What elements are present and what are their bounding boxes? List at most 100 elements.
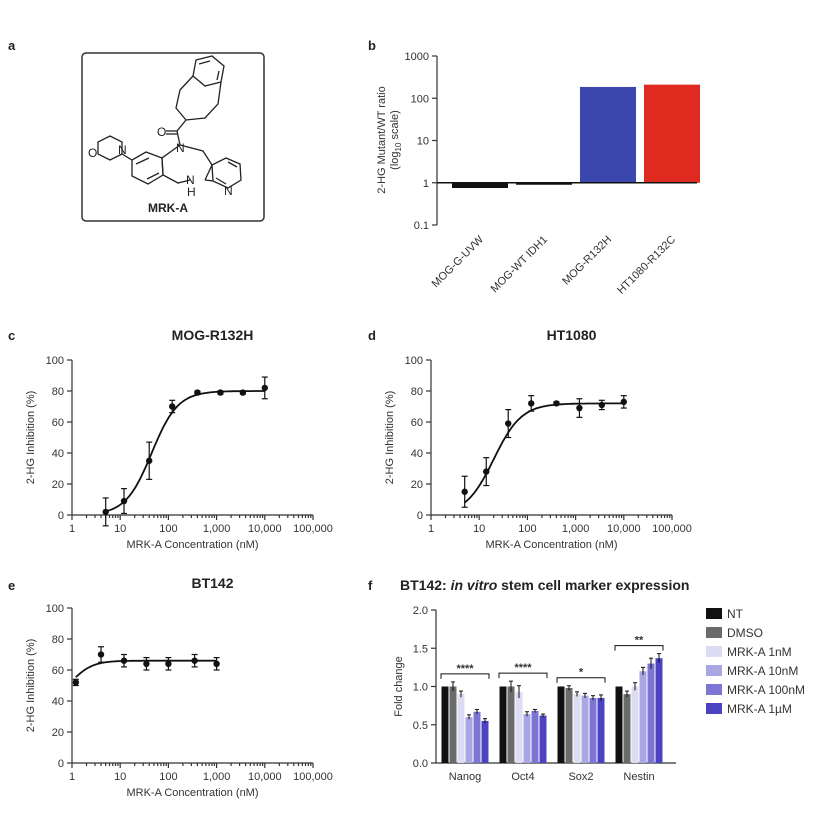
y-tick-label: 40	[411, 448, 423, 460]
y-axis-label-line2-pre: (log	[389, 151, 401, 169]
y-tick-label: 60	[52, 665, 64, 677]
bar	[452, 182, 508, 189]
data-point	[217, 389, 224, 396]
atom-O-morpholine: O	[88, 146, 97, 160]
y-axis-label-subscript: 10	[394, 142, 403, 151]
y-tick-label: 100	[46, 355, 64, 367]
y-axis-label: 2-HG Mutant/WT ratio(log10 scale)	[376, 86, 403, 193]
bar	[473, 711, 481, 763]
panel-label-b: b	[368, 38, 376, 53]
x-tick-label: 1,000	[562, 523, 590, 535]
y-tick-label: 0	[58, 510, 64, 522]
fit-curve	[105, 390, 265, 513]
atom-O-carbonyl: O	[157, 125, 166, 139]
chart-title-post: stem cell marker expression	[497, 577, 689, 593]
bar	[647, 663, 655, 763]
data-point	[191, 657, 198, 664]
y-axis-label-line2-post: scale)	[389, 110, 401, 142]
legend-swatch	[706, 627, 722, 638]
x-tick-label: 1,000	[203, 771, 231, 783]
y-axis-label: 2-HG Inhibition (%)	[384, 391, 396, 485]
x-tick-label: Nanog	[449, 771, 481, 783]
y-tick-label: 100	[411, 93, 429, 105]
data-point	[102, 508, 109, 516]
bar	[639, 671, 647, 763]
data-point	[505, 420, 512, 427]
chart-title: BT142: in vitro stem cell marker express…	[400, 577, 689, 593]
x-tick-label: MOG-WT IDH1	[489, 234, 550, 295]
x-tick-label: 10	[473, 523, 485, 535]
legend-swatch	[706, 646, 722, 657]
legend-swatch	[706, 665, 722, 676]
data-point	[483, 468, 490, 475]
y-tick-label: 40	[52, 448, 64, 460]
legend-label: NT	[727, 607, 744, 621]
bar	[481, 720, 489, 763]
data-point	[146, 457, 153, 464]
x-tick-label: 100,000	[293, 523, 333, 535]
significance-stars: ****	[456, 663, 474, 675]
bar	[523, 714, 531, 763]
y-tick-label: 60	[411, 417, 423, 429]
chart-c-dose-response: MOG-R132H 0 20 40 60 80 100 1 10 100 1,000 10,000 10…	[25, 327, 333, 551]
bar	[515, 691, 523, 763]
y-tick-label: 20	[52, 727, 64, 739]
x-tick-label: MOG-G-UVW	[430, 233, 487, 290]
x-tick-label: 100	[159, 771, 177, 783]
y-tick-label: 0.5	[413, 720, 428, 732]
panel-label-e: e	[8, 578, 15, 593]
chart-title: BT142	[191, 575, 233, 591]
data-point	[120, 657, 128, 664]
chart-b-bar-log: 0.1 1 10 100 1000 MOG-G-UVW MOG-WT IDH1 MOG-R13…	[376, 51, 700, 297]
legend-label: MRK-A 10nM	[727, 664, 798, 678]
data-point	[528, 400, 535, 407]
x-tick-label: HT1080-R132C	[615, 234, 678, 297]
data-point	[165, 660, 172, 667]
bar	[516, 182, 572, 185]
x-tick-label: 10	[114, 523, 126, 535]
data-point	[213, 660, 220, 667]
data-point	[97, 651, 105, 658]
bar	[441, 686, 449, 763]
bar	[581, 695, 589, 763]
significance-bracket	[440, 673, 490, 679]
y-tick-label: 0.1	[414, 220, 429, 232]
molecule-panel: O O N N N H N MRK-A	[81, 52, 265, 222]
x-tick-label: MOG-R132H	[560, 234, 614, 288]
bar	[507, 686, 515, 763]
bar	[449, 686, 457, 763]
data-point	[576, 404, 583, 412]
significance-bracket	[556, 677, 606, 683]
y-tick-label: 60	[52, 417, 64, 429]
atom-H-amine: H	[187, 185, 196, 199]
bar	[597, 697, 605, 763]
bar	[644, 84, 700, 183]
bar	[631, 686, 639, 763]
molecule-name: MRK-A	[148, 201, 188, 215]
bar	[573, 694, 581, 763]
bar	[457, 694, 465, 763]
data-point	[598, 401, 606, 409]
y-tick-label: 40	[52, 696, 64, 708]
significance-bracket	[498, 672, 548, 679]
significance-bracket	[614, 645, 664, 651]
data-point	[194, 389, 201, 396]
bar	[531, 710, 539, 763]
x-tick-label: Nestin	[623, 771, 654, 783]
legend-label: MRK-A 1µM	[727, 702, 792, 716]
atom-N-pyridine: N	[224, 184, 233, 198]
x-tick-label: 100	[159, 523, 177, 535]
data-point	[239, 389, 247, 396]
x-tick-label: 10,000	[248, 771, 282, 783]
y-tick-label: 1.0	[413, 682, 428, 694]
bar	[580, 86, 636, 183]
bar	[589, 697, 597, 763]
bar	[499, 686, 507, 763]
y-tick-label: 1	[423, 178, 429, 190]
y-tick-label: 20	[52, 479, 64, 491]
legend-swatch	[706, 608, 722, 619]
y-tick-label: 100	[46, 603, 64, 615]
x-axis-label: MRK-A Concentration (nM)	[126, 539, 258, 551]
significance-stars: ****	[514, 662, 532, 674]
